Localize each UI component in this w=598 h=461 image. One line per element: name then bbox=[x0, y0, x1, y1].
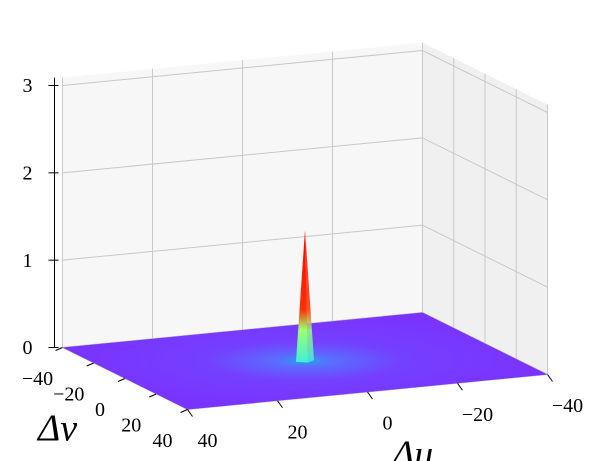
y-tick-label: 20 bbox=[121, 415, 141, 437]
plot bbox=[62, 230, 548, 410]
x-tick bbox=[277, 400, 283, 409]
z-tick-label: 2 bbox=[23, 162, 33, 184]
y-tick bbox=[149, 393, 157, 398]
x-tick bbox=[187, 409, 193, 417]
y-tick bbox=[55, 347, 63, 351]
x-axis-title: Δu bbox=[390, 434, 433, 461]
x-tick bbox=[457, 382, 463, 391]
z-tick-label: 3 bbox=[23, 75, 33, 97]
z-tick-label: 1 bbox=[23, 250, 33, 272]
x-tick-label: 0 bbox=[383, 413, 393, 435]
y-axis-title: Δv bbox=[36, 408, 77, 450]
z-tick-label: 0 bbox=[23, 337, 33, 359]
x-tick-label: −40 bbox=[552, 395, 583, 417]
x-tick-label: 20 bbox=[288, 421, 308, 443]
y-tick bbox=[180, 409, 188, 413]
y-tick bbox=[117, 378, 126, 382]
y-tick-label: 40 bbox=[153, 430, 173, 452]
grid-line bbox=[62, 224, 548, 288]
y-tick-label: −20 bbox=[53, 384, 84, 406]
y-tick bbox=[86, 362, 94, 367]
x-tick bbox=[367, 391, 373, 400]
x-tick-label: 40 bbox=[198, 430, 218, 452]
surface-peak bbox=[305, 230, 314, 363]
x-tick-label: −20 bbox=[462, 404, 493, 426]
grid-line bbox=[62, 137, 548, 201]
grid-line bbox=[62, 49, 548, 113]
y-tick-label: −40 bbox=[22, 368, 53, 390]
x-tick bbox=[547, 374, 553, 382]
surface-peak bbox=[296, 230, 309, 363]
y-tick-label: 0 bbox=[95, 399, 105, 421]
